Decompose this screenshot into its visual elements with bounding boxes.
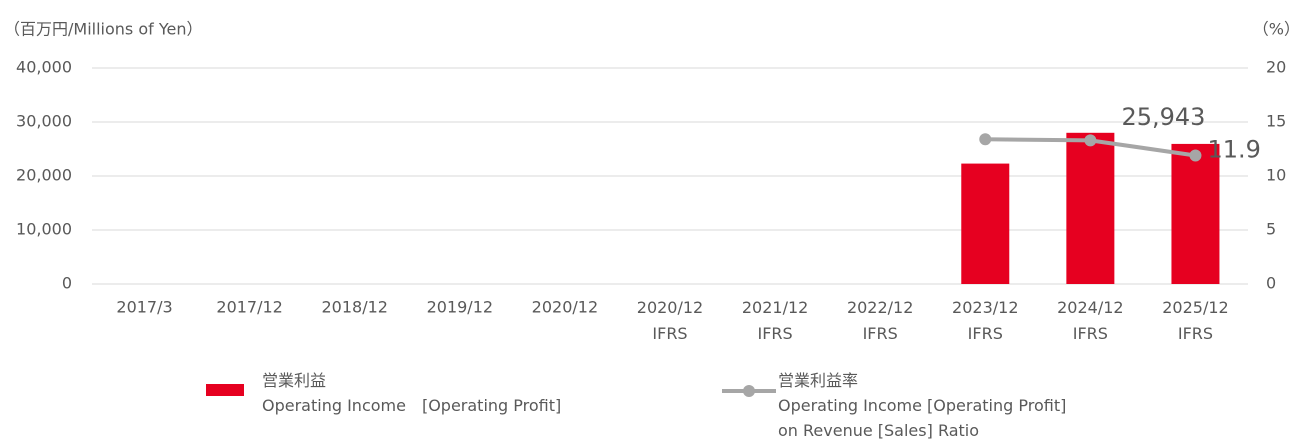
y2-tick-label: 10 bbox=[1266, 166, 1286, 185]
legend-marker bbox=[743, 385, 755, 397]
y-tick-label: 20,000 bbox=[16, 166, 72, 185]
line-marker bbox=[1189, 149, 1202, 162]
legend-swatch bbox=[206, 384, 244, 396]
y2-tick-label: 0 bbox=[1266, 274, 1276, 293]
x-tick-label: 2025/12 IFRS bbox=[1162, 298, 1228, 343]
bar bbox=[961, 163, 1010, 284]
legend-label: 営業利益率 Operating Income [Operating Profit]… bbox=[778, 371, 1066, 440]
data-label: 11.9 bbox=[1207, 135, 1260, 163]
x-tick-label: 2020/12 bbox=[532, 298, 598, 317]
line-marker bbox=[1084, 134, 1097, 147]
y2-tick-label: 15 bbox=[1266, 112, 1286, 131]
x-tick-label: 2019/12 bbox=[427, 298, 493, 317]
y2-tick-label: 5 bbox=[1266, 220, 1276, 239]
bar bbox=[1171, 143, 1220, 284]
x-tick-label: 2022/12 IFRS bbox=[847, 298, 913, 343]
y-tick-label: 30,000 bbox=[16, 112, 72, 131]
y2-axis-label: （%） bbox=[1253, 20, 1300, 39]
data-label: 25,943 bbox=[1121, 103, 1205, 131]
bar bbox=[1066, 132, 1115, 284]
y2-tick-label: 20 bbox=[1266, 58, 1286, 77]
line-marker bbox=[979, 133, 992, 146]
x-tick-label: 2020/12 IFRS bbox=[637, 298, 703, 343]
legend-label: 営業利益 Operating Income [Operating Profit] bbox=[262, 371, 561, 415]
y-tick-label: 40,000 bbox=[16, 58, 72, 77]
y-axis-label: （百万円/Millions of Yen） bbox=[4, 20, 202, 39]
x-tick-label: 2017/12 bbox=[216, 298, 282, 317]
x-tick-label: 2018/12 bbox=[321, 298, 387, 317]
y-tick-label: 0 bbox=[62, 274, 72, 293]
y-tick-label: 10,000 bbox=[16, 220, 72, 239]
x-tick-label: 2024/12 IFRS bbox=[1057, 298, 1123, 343]
x-tick-label: 2023/12 IFRS bbox=[952, 298, 1018, 343]
x-tick-label: 2017/3 bbox=[116, 298, 172, 317]
x-tick-label: 2021/12 IFRS bbox=[742, 298, 808, 343]
